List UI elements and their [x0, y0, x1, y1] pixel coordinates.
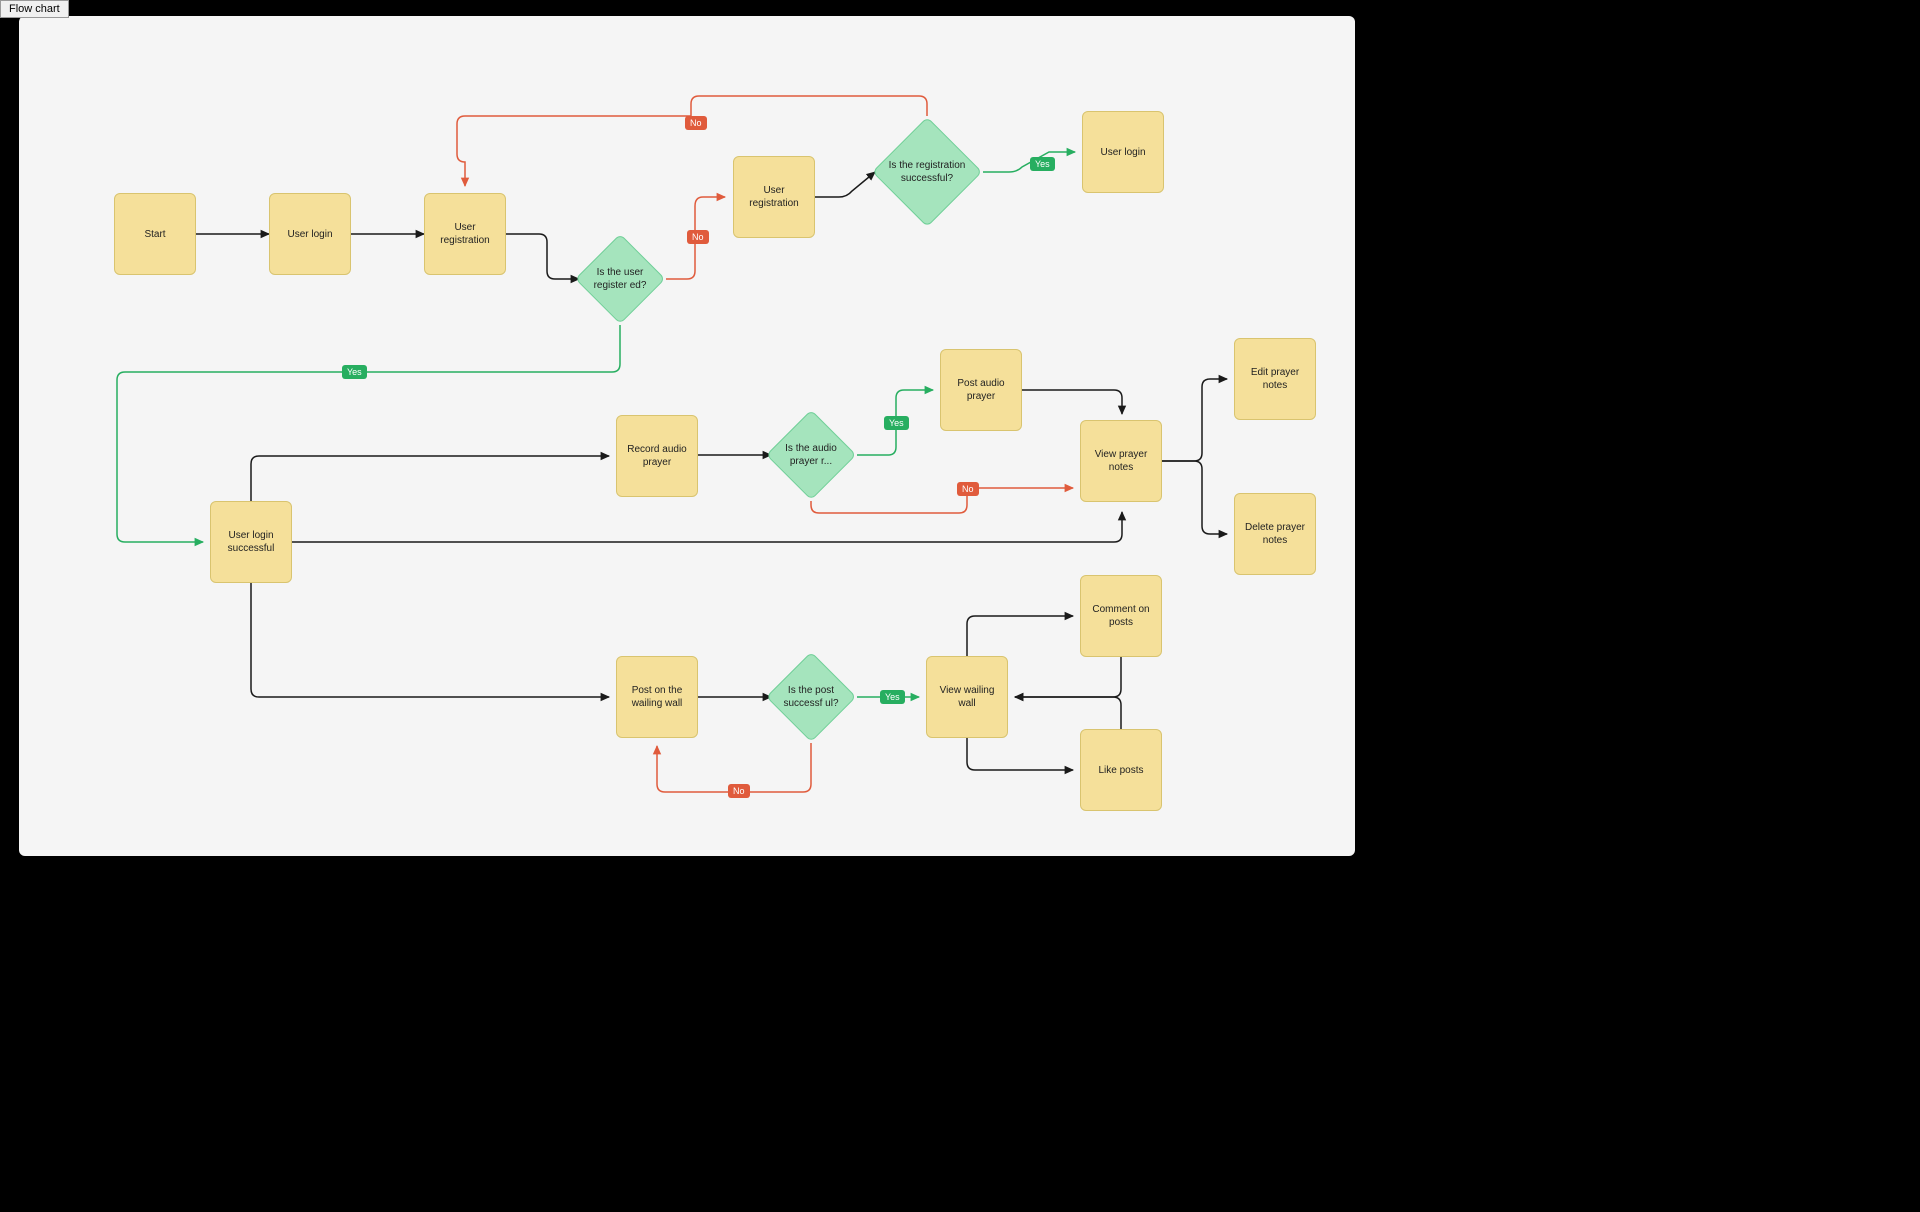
edge-dReg-reg1 [457, 96, 927, 186]
edge-viewNotes-editNotes [1162, 379, 1227, 461]
node-delNotes[interactable]: Delete prayer notes [1234, 493, 1316, 575]
node-like[interactable]: Like posts [1080, 729, 1162, 811]
edge-label-no: No [687, 230, 709, 244]
node-postPray[interactable]: Post audio prayer [940, 349, 1022, 431]
node-viewWall[interactable]: View wailing wall [926, 656, 1008, 738]
flowchart-canvas[interactable]: Start User login User registration Is the u… [19, 16, 1355, 856]
node-dPray[interactable]: Is the audio prayer r... [765, 409, 857, 501]
node-comment[interactable]: Comment on posts [1080, 575, 1162, 657]
node-dPost[interactable]: Is the post successf ul? [765, 651, 857, 743]
edge-postPray-viewNotes [1022, 390, 1122, 414]
edge-label-yes: Yes [1030, 157, 1055, 171]
edge-label-no: No [957, 482, 979, 496]
edge-viewWall-comment [967, 616, 1073, 656]
edge-reg2-dReg [815, 172, 875, 197]
node-login2[interactable]: User login [1082, 111, 1164, 193]
edge-loginOK-viewNotes [292, 512, 1122, 542]
node-editNotes[interactable]: Edit prayer notes [1234, 338, 1316, 420]
node-dUser[interactable]: Is the user register ed? [574, 233, 666, 325]
edge-label-yes: Yes [884, 416, 909, 430]
edge-label-yes: Yes [342, 365, 367, 379]
edge-label-no: No [728, 784, 750, 798]
node-login1[interactable]: User login [269, 193, 351, 275]
tab-flowchart[interactable]: Flow chart [0, 0, 69, 18]
edge-dUser-loginOK [117, 325, 620, 542]
edge-reg1-dUser [506, 234, 579, 279]
node-viewNotes[interactable]: View prayer notes [1080, 420, 1162, 502]
edge-label-no: No [685, 116, 707, 130]
tab-label: Flow chart [9, 3, 60, 15]
node-reg2[interactable]: User registration [733, 156, 815, 238]
edge-loginOK-postWall [251, 583, 609, 697]
node-postWall[interactable]: Post on the wailing wall [616, 656, 698, 738]
edge-like-viewWall [1015, 697, 1121, 729]
edge-viewWall-like [967, 738, 1073, 770]
node-loginOK[interactable]: User login successful [210, 501, 292, 583]
edge-comment-viewWall [1015, 657, 1121, 697]
edge-loginOK-recPray [251, 456, 609, 501]
node-start[interactable]: Start [114, 193, 196, 275]
node-recPray[interactable]: Record audio prayer [616, 415, 698, 497]
node-reg1[interactable]: User registration [424, 193, 506, 275]
node-dReg[interactable]: Is the registration successful? [871, 116, 983, 228]
edge-viewNotes-delNotes [1162, 461, 1227, 534]
edge-label-yes: Yes [880, 690, 905, 704]
edge-dReg-login2 [983, 152, 1075, 172]
